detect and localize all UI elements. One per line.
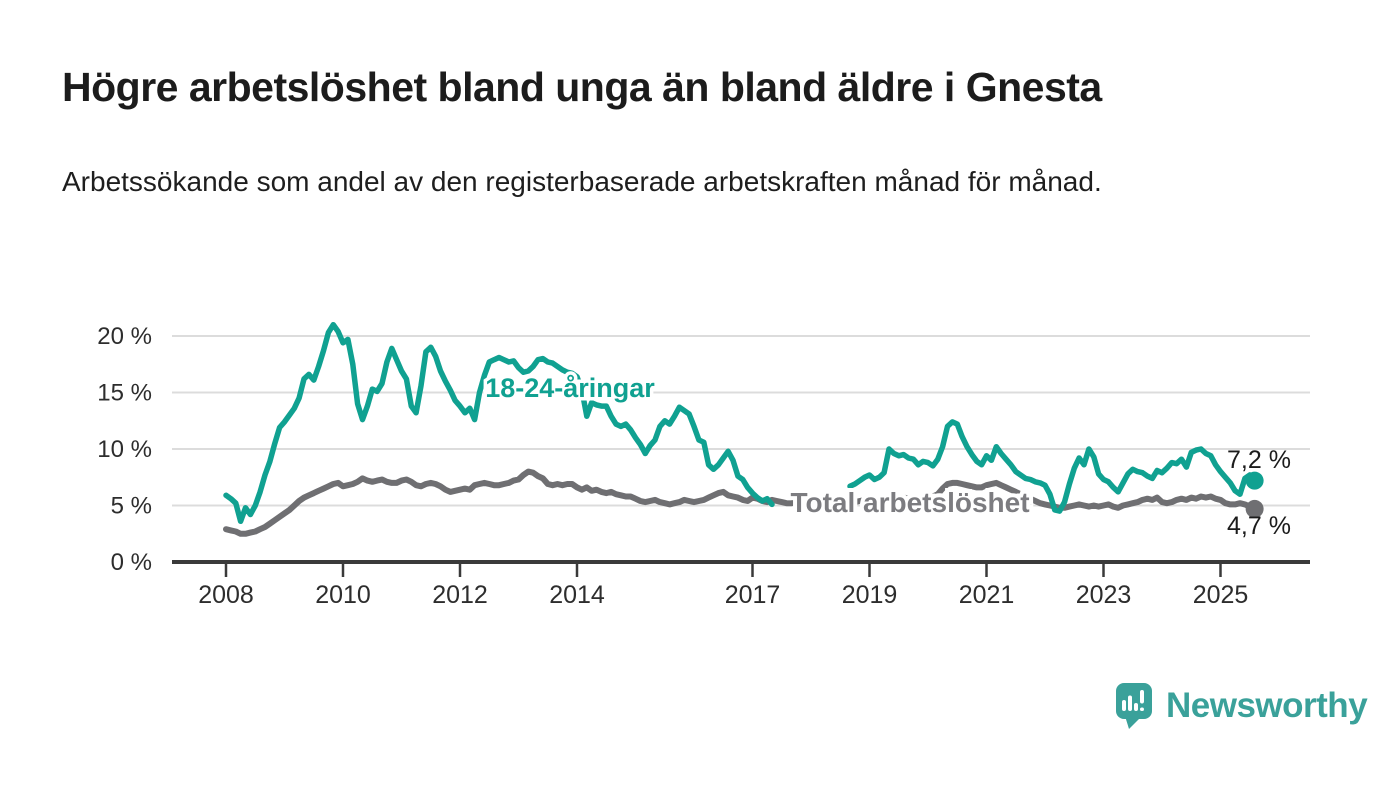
x-tick-label-2021: 2021 bbox=[959, 581, 1015, 609]
end-value-label-total: 4,7 % bbox=[1227, 512, 1291, 540]
end-dot-youth bbox=[1245, 471, 1264, 490]
series-line-total bbox=[223, 468, 1258, 537]
x-tick-label-2014: 2014 bbox=[549, 581, 605, 609]
y-tick-label-10: 10 % bbox=[97, 436, 152, 463]
chart-subtitle: Arbetssökande som andel av den registerb… bbox=[62, 166, 1102, 197]
end-value-label-youth: 7,2 % bbox=[1227, 446, 1291, 474]
axis-labels: 0 % 5 % 10 % 15 % 20 % 2008 2010 2012 2014 2017 20… bbox=[97, 323, 1248, 609]
x-axis bbox=[172, 560, 1310, 577]
series-lines bbox=[223, 321, 1258, 537]
series-end-dots bbox=[1245, 471, 1264, 518]
y-tick-label-0: 0 % bbox=[111, 549, 152, 576]
newsworthy-wordmark: Newsworthy bbox=[1166, 686, 1368, 725]
page-title: Högre arbetslöshet bland unga än bland ä… bbox=[62, 64, 1102, 110]
x-tick-label-2008: 2008 bbox=[198, 581, 254, 609]
y-tick-label-5: 5 % bbox=[111, 493, 152, 520]
end-dot-total bbox=[1245, 499, 1264, 518]
y-tick-label-15: 15 % bbox=[97, 380, 152, 407]
x-tick-label-2010: 2010 bbox=[315, 581, 371, 609]
newsworthy-bubble-icon bbox=[1116, 683, 1152, 729]
series-label-youth: 18-24-åringar bbox=[485, 373, 655, 403]
x-tick-label-2025: 2025 bbox=[1193, 581, 1249, 609]
x-tick-label-2019: 2019 bbox=[842, 581, 898, 609]
x-tick-label-2012: 2012 bbox=[432, 581, 488, 609]
series-line-youth bbox=[223, 321, 1258, 525]
x-tick-label-2023: 2023 bbox=[1076, 581, 1132, 609]
newsworthy-logo: Newsworthy bbox=[1115, 682, 1368, 730]
series-label-total: Total arbetslöshet bbox=[790, 487, 1029, 518]
y-tick-label-20: 20 % bbox=[97, 323, 152, 350]
x-tick-label-2017: 2017 bbox=[725, 581, 781, 609]
